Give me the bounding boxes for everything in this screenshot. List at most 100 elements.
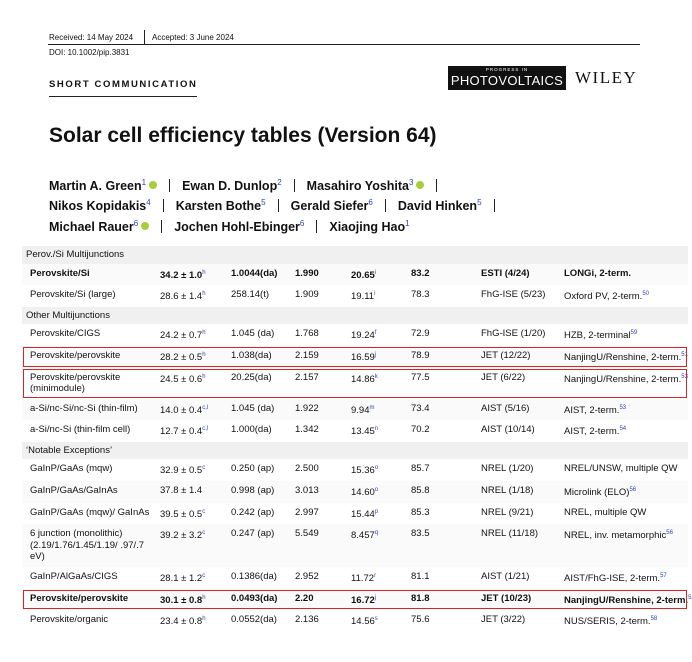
footnote: m: [369, 404, 375, 411]
cell-text: 6 junction (monolithic) (2.19/1.76/1.45/…: [30, 528, 145, 563]
footnote: h: [202, 351, 206, 358]
cell: 78.9: [411, 350, 481, 364]
table-row: GaInP/GaAs/GaInAs 37.8 ± 1.4 0.998 (ap) 3.0…: [22, 481, 688, 503]
cell-text: 8.457: [351, 530, 375, 542]
cell-text: 1.0044(da): [231, 267, 278, 279]
affiliation: 6: [133, 218, 139, 228]
cell-text: 14.60: [351, 487, 375, 499]
cell-text: 24.2 ± 0.7: [160, 330, 203, 342]
orcid-icon: [416, 180, 425, 189]
separator: [384, 199, 386, 213]
cell: 19.24f: [351, 328, 411, 342]
cell-text: 75.6: [411, 614, 430, 626]
journal-name: PHOTOVOLTAICS: [450, 73, 564, 88]
cell: JET (6/22): [481, 372, 564, 395]
cell-text: Oxford PV, 2-term.: [564, 291, 643, 303]
separator: [436, 178, 438, 192]
cell: AIST (1/21): [481, 571, 564, 585]
footnote: o: [374, 487, 379, 494]
cell: 81.1: [411, 571, 481, 585]
cell: FhG-ISE (1/20): [481, 328, 564, 342]
cell-text: 2.20: [295, 592, 314, 604]
title: Solar cell efficiency tables (Version 64…: [49, 124, 437, 147]
author-name: Karsten Bothe: [175, 199, 262, 214]
footnote: c,l: [202, 404, 209, 411]
cell: 2.157: [295, 372, 351, 395]
cell-text: 1.342: [295, 424, 319, 436]
author-line: Michael Rauer6 Jochen Hohl-Ebinger6 Xiaoji…: [49, 216, 507, 237]
footnote: 53: [619, 404, 627, 411]
cell-text: 12.7 ± 0.4: [160, 426, 203, 438]
cell-text: 2.500: [295, 463, 319, 475]
author-name: David Hinken: [397, 199, 478, 214]
cell-text: NREL (11/18): [481, 528, 539, 540]
cell-text: JET (12/22): [481, 349, 531, 361]
affiliation: 2: [277, 177, 282, 187]
cell-text: Perovskite/Si (large): [30, 289, 116, 301]
cell-text: 77.5: [411, 371, 430, 383]
author: Jochen Hohl-Ebinger6: [174, 219, 304, 234]
cell: 2.952: [295, 571, 351, 585]
cell: AIST (5/16): [481, 403, 564, 417]
table-row: a-Si/nc-Si/nc-Si (thin-film) 14.0 ± 0.4c,…: [22, 398, 688, 421]
cell-text: 15.36: [351, 465, 375, 477]
doi: DOI: 10.1002/pip.3831: [49, 48, 130, 57]
cell: 1.768: [295, 328, 351, 342]
cell-text: 1.990: [295, 267, 319, 279]
footnote: c: [202, 465, 206, 472]
cell-text: 0.1386(da): [231, 570, 277, 582]
table-row: Perovskite/Si 34.2 ± 1.0h 1.0044(da) 1.990 2…: [22, 263, 688, 286]
cell: Microlink (ELO)56: [564, 485, 692, 499]
cell: 1.909: [295, 289, 351, 303]
cell-text: 83.2: [411, 267, 430, 279]
footnote: j: [374, 351, 377, 358]
cell: 16.72j: [351, 593, 411, 607]
cell-text: 70.2: [411, 424, 430, 436]
cell: JET (10/23): [481, 593, 564, 607]
separator: [277, 199, 279, 213]
cell-text: 19.11: [351, 291, 375, 303]
affiliation: 4: [146, 198, 151, 208]
footnote: k: [374, 373, 378, 380]
cell: Perovskite/perovskite: [30, 593, 160, 607]
cell-text: 1.045 (da): [231, 328, 275, 340]
cell-text: ESTI (4/24): [481, 267, 530, 279]
cell: 258.14(t): [231, 289, 295, 303]
author-name: Jochen Hohl-Ebinger: [174, 219, 300, 234]
author-name: Martin A. Green: [49, 178, 142, 193]
cell: NUS/SERIS, 2-term.58: [564, 614, 692, 628]
author-name: Gerald Siefer: [290, 199, 369, 214]
cell: 15.44p: [351, 507, 411, 521]
cell: 75.6: [411, 614, 481, 628]
cell: 2.136: [295, 614, 351, 628]
cell-text: 19.24: [351, 330, 375, 342]
footnote: 58: [650, 616, 658, 623]
author-line: Martin A. Green1 Ewan D. Dunlop2 Masahiro …: [49, 175, 507, 196]
footnote: 54: [619, 426, 627, 433]
affiliation: 1: [405, 218, 410, 228]
cell: NanjingU/Renshine, 2-term.51: [564, 350, 692, 364]
cell-text: GaInP/GaAs (mqw): [30, 463, 113, 475]
footnote: j: [374, 594, 377, 601]
cell: 5.549: [295, 528, 351, 563]
footnote: r: [374, 572, 377, 579]
cell: 6 junction (monolithic) (2.19/1.76/1.45/…: [30, 528, 160, 563]
cell: 2.159: [295, 350, 351, 364]
table-row: Perovskite/perovskite 28.2 ± 0.5h 1.038(da…: [22, 345, 688, 368]
cell: FhG-ISE (5/23): [481, 289, 564, 303]
cell-text: Microlink (ELO): [564, 487, 630, 499]
separator: [493, 199, 495, 213]
cell: 1.000(da): [231, 424, 295, 438]
cell-text: 1.038(da): [231, 349, 272, 361]
footnote: h: [202, 330, 206, 337]
cell-text: 73.4: [411, 402, 430, 414]
author: Nikos Kopidakis4: [49, 198, 151, 213]
cell: 37.8 ± 1.4: [160, 485, 231, 499]
cell: 32.9 ± 0.5c: [160, 463, 231, 477]
footnote: c: [202, 508, 206, 515]
cell: 39.2 ± 3.2c: [160, 528, 231, 563]
cell-text: AIST/FhG-ISE, 2-term.: [564, 573, 661, 585]
cell-text: 28.6 ± 1.4: [160, 291, 203, 303]
orcid-icon: [149, 180, 158, 189]
footnote: 53: [681, 373, 688, 380]
